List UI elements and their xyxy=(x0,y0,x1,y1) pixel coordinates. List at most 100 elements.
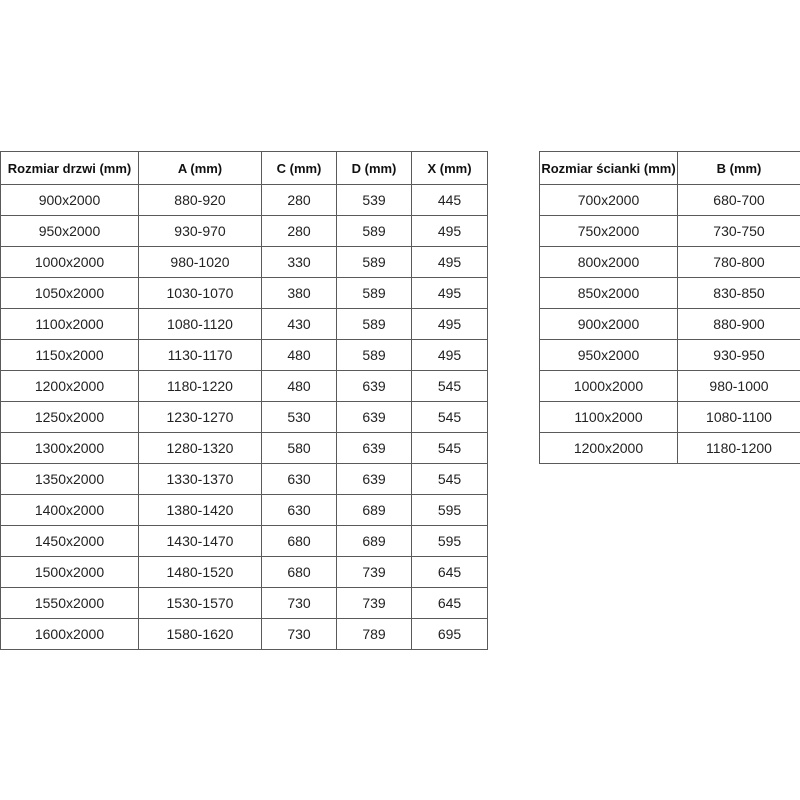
table-row: 900x2000 880-900 xyxy=(539,308,800,340)
column-header: D (mm) xyxy=(336,151,412,185)
column-header: A (mm) xyxy=(138,151,262,185)
table-row: 1550x2000 1530-1570 730 739 645 xyxy=(0,587,488,619)
table-cell: 1000x2000 xyxy=(539,370,678,402)
column-header: X (mm) xyxy=(411,151,488,185)
table-cell: 1180-1220 xyxy=(138,370,262,402)
table-cell: 645 xyxy=(411,556,488,588)
table-cell: 545 xyxy=(411,370,488,402)
table-cell: 1480-1520 xyxy=(138,556,262,588)
table-cell: 1350x2000 xyxy=(0,463,139,495)
table-cell: 1550x2000 xyxy=(0,587,139,619)
column-header: B (mm) xyxy=(677,151,800,185)
table-cell: 1050x2000 xyxy=(0,277,139,309)
table-cell: 545 xyxy=(411,401,488,433)
table-row: 1100x2000 1080-1120 430 589 495 xyxy=(0,308,488,340)
table-cell: 750x2000 xyxy=(539,215,678,247)
table-cell: 695 xyxy=(411,618,488,650)
table-cell: 1280-1320 xyxy=(138,432,262,464)
table-cell: 1450x2000 xyxy=(0,525,139,557)
table-cell: 950x2000 xyxy=(539,339,678,371)
table-cell: 980-1020 xyxy=(138,246,262,278)
wall-size-table: Rozmiar ścianki (mm) B (mm) 700x2000 680-7… xyxy=(539,151,800,464)
table-cell: 1080-1100 xyxy=(677,401,800,433)
table-cell: 630 xyxy=(261,463,337,495)
table-cell: 589 xyxy=(336,308,412,340)
table-row: 1500x2000 1480-1520 680 739 645 xyxy=(0,556,488,588)
table-cell: 930-950 xyxy=(677,339,800,371)
table-cell: 730 xyxy=(261,587,337,619)
table-row: 1450x2000 1430-1470 680 689 595 xyxy=(0,525,488,557)
table-cell: 739 xyxy=(336,556,412,588)
table-cell: 1300x2000 xyxy=(0,432,139,464)
table-cell: 980-1000 xyxy=(677,370,800,402)
table-cell: 730-750 xyxy=(677,215,800,247)
table-cell: 330 xyxy=(261,246,337,278)
table-row: 1000x2000 980-1000 xyxy=(539,370,800,402)
table-cell: 680 xyxy=(261,525,337,557)
table-cell: 680 xyxy=(261,556,337,588)
table-row: 1150x2000 1130-1170 480 589 495 xyxy=(0,339,488,371)
table-cell: 380 xyxy=(261,277,337,309)
table-cell: 580 xyxy=(261,432,337,464)
table-cell: 739 xyxy=(336,587,412,619)
table-row: 900x2000 880-920 280 539 445 xyxy=(0,184,488,216)
table-row: 1200x2000 1180-1220 480 639 545 xyxy=(0,370,488,402)
table-row: 1250x2000 1230-1270 530 639 545 xyxy=(0,401,488,433)
table-cell: 900x2000 xyxy=(539,308,678,340)
table-cell: 280 xyxy=(261,184,337,216)
table-cell: 639 xyxy=(336,432,412,464)
table-cell: 280 xyxy=(261,215,337,247)
table-cell: 480 xyxy=(261,370,337,402)
table-cell: 430 xyxy=(261,308,337,340)
table-cell: 645 xyxy=(411,587,488,619)
table-cell: 1100x2000 xyxy=(539,401,678,433)
table-cell: 539 xyxy=(336,184,412,216)
table-cell: 589 xyxy=(336,215,412,247)
table-cell: 1330-1370 xyxy=(138,463,262,495)
table-cell: 689 xyxy=(336,525,412,557)
column-header: C (mm) xyxy=(261,151,337,185)
table-row: 1200x2000 1180-1200 xyxy=(539,432,800,464)
table-cell: 545 xyxy=(411,432,488,464)
table-cell: 1100x2000 xyxy=(0,308,139,340)
table-row: 1000x2000 980-1020 330 589 495 xyxy=(0,246,488,278)
table-cell: 950x2000 xyxy=(0,215,139,247)
table-cell: 680-700 xyxy=(677,184,800,216)
table-cell: 495 xyxy=(411,308,488,340)
table-cell: 880-900 xyxy=(677,308,800,340)
table-cell: 1230-1270 xyxy=(138,401,262,433)
table-cell: 1030-1070 xyxy=(138,277,262,309)
table-cell: 1080-1120 xyxy=(138,308,262,340)
table-row: 1100x2000 1080-1100 xyxy=(539,401,800,433)
table-row: 950x2000 930-950 xyxy=(539,339,800,371)
table-cell: 589 xyxy=(336,277,412,309)
table-cell: 630 xyxy=(261,494,337,526)
table-row: 1400x2000 1380-1420 630 689 595 xyxy=(0,494,488,526)
table-row: 850x2000 830-850 xyxy=(539,277,800,309)
table-cell: 1530-1570 xyxy=(138,587,262,619)
table-cell: 830-850 xyxy=(677,277,800,309)
table-cell: 530 xyxy=(261,401,337,433)
table-cell: 1200x2000 xyxy=(539,432,678,464)
table-cell: 930-970 xyxy=(138,215,262,247)
table-cell: 1430-1470 xyxy=(138,525,262,557)
table-cell: 730 xyxy=(261,618,337,650)
table-cell: 700x2000 xyxy=(539,184,678,216)
table-cell: 800x2000 xyxy=(539,246,678,278)
table-cell: 480 xyxy=(261,339,337,371)
table-row: 1050x2000 1030-1070 380 589 495 xyxy=(0,277,488,309)
table-cell: 1580-1620 xyxy=(138,618,262,650)
table-row: 1350x2000 1330-1370 630 639 545 xyxy=(0,463,488,495)
table-cell: 780-800 xyxy=(677,246,800,278)
table-cell: 1000x2000 xyxy=(0,246,139,278)
table-cell: 1380-1420 xyxy=(138,494,262,526)
table-cell: 1600x2000 xyxy=(0,618,139,650)
table-cell: 1180-1200 xyxy=(677,432,800,464)
table-cell: 639 xyxy=(336,463,412,495)
table-cell: 445 xyxy=(411,184,488,216)
table-cell: 1130-1170 xyxy=(138,339,262,371)
door-size-table: Rozmiar drzwi (mm) A (mm) C (mm) D (mm) X (m… xyxy=(0,151,488,650)
table-cell: 595 xyxy=(411,494,488,526)
table-cell: 639 xyxy=(336,370,412,402)
column-header: Rozmiar drzwi (mm) xyxy=(0,151,139,185)
